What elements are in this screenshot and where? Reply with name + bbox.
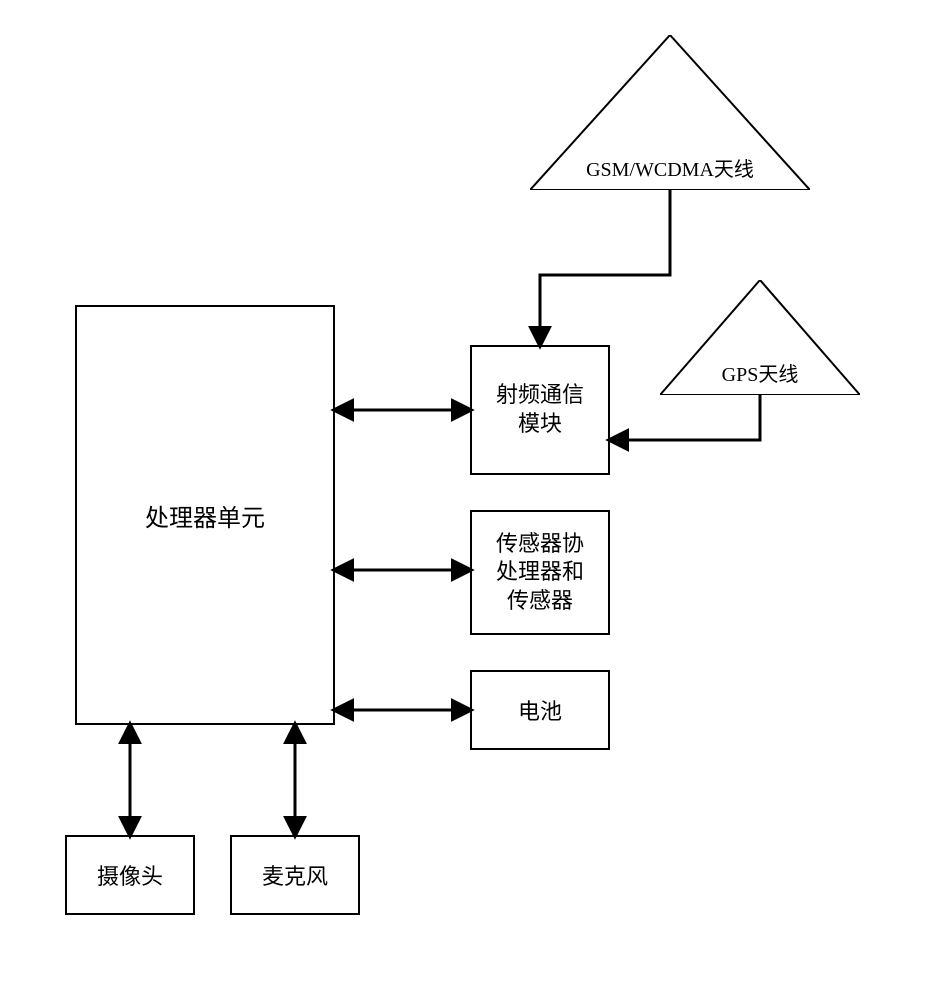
gsm-antenna-triangle: GSM/WCDMA天线 [530, 35, 810, 190]
battery-label: 电池 [518, 694, 562, 726]
sensor-box: 传感器协 处理器和 传感器 [470, 510, 610, 635]
edge-gps_antenna-rf [610, 395, 760, 440]
battery-box: 电池 [470, 670, 610, 750]
camera-label: 摄像头 [97, 859, 163, 891]
mic-label: 麦克风 [262, 859, 328, 891]
mic-box: 麦克风 [230, 835, 360, 915]
gsm-antenna-label: GSM/WCDMA天线 [586, 159, 754, 181]
processor-unit-label: 处理器单元 [145, 498, 265, 533]
rf-module-label: 射频通信 模块 [496, 381, 584, 438]
edge-gsm_antenna-rf [540, 190, 670, 345]
gps-antenna-triangle: GPS天线 [660, 280, 860, 395]
sensor-label: 传感器协 处理器和 传感器 [496, 530, 584, 616]
camera-box: 摄像头 [65, 835, 195, 915]
processor-unit-box: 处理器单元 [75, 305, 335, 725]
rf-module-box: 射频通信 模块 [470, 345, 610, 475]
gps-antenna-label: GPS天线 [722, 364, 799, 386]
